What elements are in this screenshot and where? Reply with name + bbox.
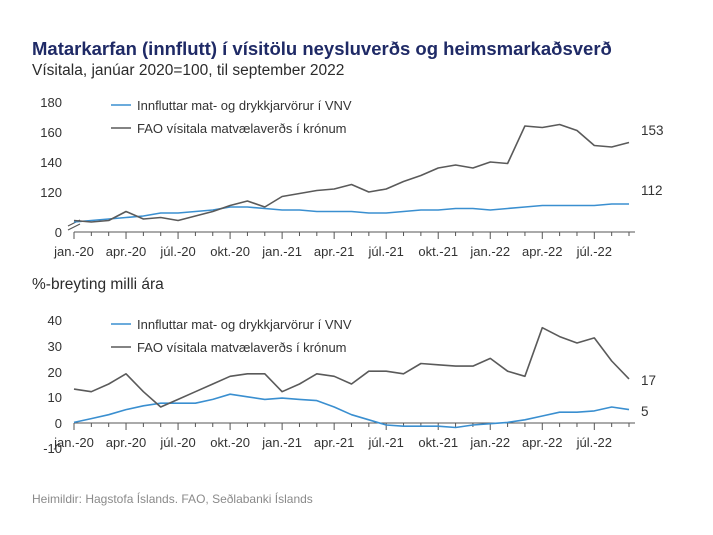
- series-line-1: [73, 393, 630, 429]
- y-tick-label: 10: [48, 390, 62, 405]
- x-tick-label: apr.-20: [106, 435, 146, 450]
- x-tick-label: apr.-20: [106, 244, 146, 259]
- x-tick-label: apr.-21: [314, 435, 354, 450]
- x-tick-label: okt.-20: [210, 435, 250, 450]
- y-tick-label: 20: [48, 365, 62, 380]
- y-tick-label: 30: [48, 339, 62, 354]
- legend-label-2: FAO vísitala matvælaverðs í krónum: [137, 340, 347, 355]
- series-line-2: [73, 123, 630, 223]
- end-label-2: 17: [641, 373, 656, 388]
- x-tick-label: júl.-21: [367, 435, 403, 450]
- y-tick-label: -10: [43, 441, 62, 456]
- x-tick-label: okt.-20: [210, 244, 250, 259]
- x-tick-label: júl.-20: [159, 244, 195, 259]
- x-tick-label: júl.-20: [159, 435, 195, 450]
- x-tick-label: jan.-22: [469, 435, 510, 450]
- x-tick-label: apr.-22: [522, 244, 562, 259]
- x-tick-label: jan.-20: [53, 244, 94, 259]
- y-tick-label: 0: [55, 225, 62, 240]
- x-tick-label: júl.-21: [367, 244, 403, 259]
- x-tick-label: apr.-22: [522, 435, 562, 450]
- x-tick-label: jan.-20: [53, 435, 94, 450]
- x-tick-label: okt.-21: [418, 435, 458, 450]
- y-tick-label: 180: [40, 95, 62, 110]
- y-tick-label: 40: [48, 313, 62, 328]
- end-label-1: 112: [641, 183, 663, 198]
- x-tick-label: okt.-21: [418, 244, 458, 259]
- source-note: Heimildir: Hagstofa Íslands. FAO, Seðlab…: [32, 492, 313, 506]
- y-tick-label: 120: [40, 185, 62, 200]
- x-tick-label: júl.-22: [576, 435, 612, 450]
- y-tick-label: 0: [55, 416, 62, 431]
- x-tick-label: jan.-21: [261, 435, 302, 450]
- end-label-1: 5: [641, 404, 649, 419]
- y-tick-label: 160: [40, 125, 62, 140]
- legend-label-1: Innfluttar mat- og drykkjarvörur í VNV: [137, 98, 352, 113]
- series-line-2: [73, 326, 630, 408]
- x-tick-label: júl.-22: [576, 244, 612, 259]
- series-line-1: [73, 203, 629, 223]
- y-tick-label: 140: [40, 155, 62, 170]
- legend-label-1: Innfluttar mat- og drykkjarvörur í VNV: [137, 317, 352, 332]
- chart-subtitle: Vísitala, janúar 2020=100, til september…: [32, 62, 345, 79]
- x-tick-label: jan.-22: [469, 244, 510, 259]
- index-line-chart: 0 120 140 160 180 jan.-20 apr.-20 júl.-20 okt.-2…: [40, 95, 664, 259]
- end-label-2: 153: [641, 123, 664, 138]
- x-tick-label: apr.-21: [314, 244, 354, 259]
- panel-title: %-breyting milli ára: [32, 276, 164, 293]
- legend-label-2: FAO vísitala matvælaverðs í krónum: [137, 121, 347, 136]
- x-tick-label: jan.-21: [261, 244, 302, 259]
- chart-title: Matarkarfan (innflutt) í vísitölu neyslu…: [32, 38, 612, 59]
